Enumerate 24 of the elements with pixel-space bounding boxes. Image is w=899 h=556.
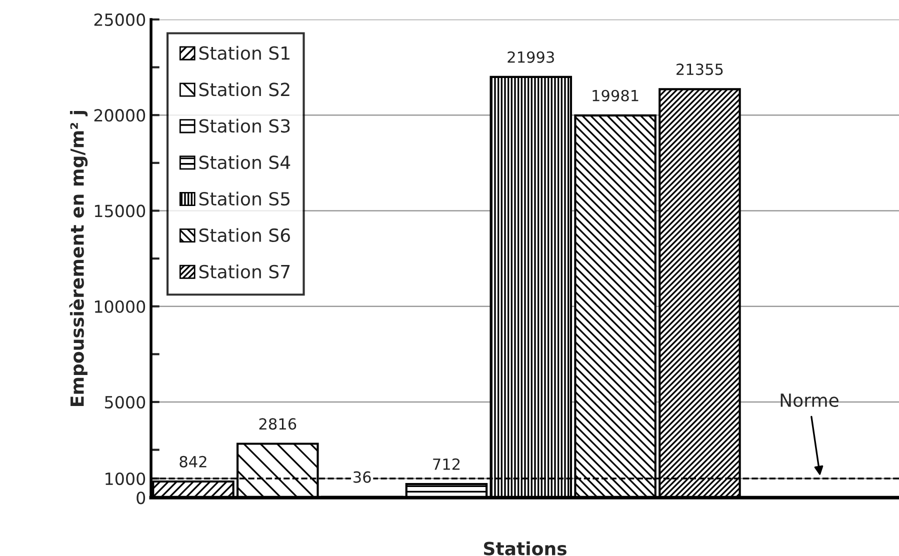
data-label: 19981 [592,90,638,102]
annotation: Norme [780,394,838,408]
data-label: 2816 [259,418,296,430]
legend-label: Station S6 [199,228,290,242]
legend-label: Station S3 [199,118,290,133]
data-label: 36 [354,471,371,483]
data-label: 712 [433,458,460,470]
x-axis-title: Stations [484,541,566,556]
y-tick-label: 1000 [106,472,146,486]
data-label: 21993 [508,51,554,63]
y-tick-label: 10000 [94,300,146,313]
y-tick-label: 20000 [94,109,146,122]
y-tick-label: 15000 [94,204,146,218]
y-tick-label: 25000 [94,13,146,26]
data-label: 842 [180,456,206,468]
data-label: 21355 [676,64,723,76]
legend-label: Station S2 [199,82,290,96]
legend-label: Station S1 [199,46,290,60]
legend-label: Station S7 [199,264,290,278]
y-tick-label: 0 [136,492,146,504]
legend-label: Station S5 [199,192,290,206]
legend-label: Station S4 [199,155,290,170]
y-tick-label: 5000 [105,396,146,409]
y-axis-title: Empoussièrement en mg/m² j [69,110,88,406]
